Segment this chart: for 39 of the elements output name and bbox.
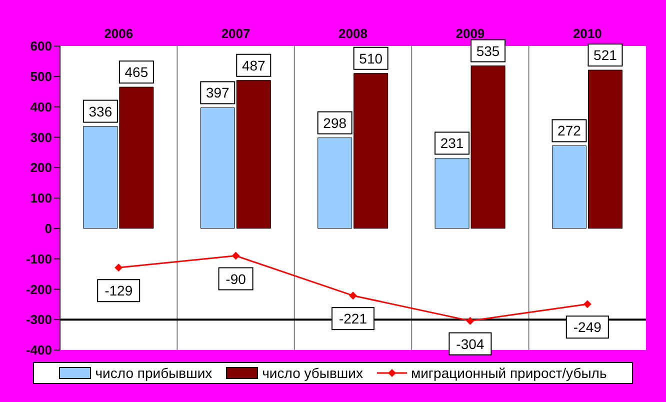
x-tick-label: 2008 [338, 26, 368, 41]
y-tick-label: -200 [26, 282, 52, 297]
data-label: -129 [104, 282, 133, 299]
data-label: 298 [323, 114, 347, 131]
data-label: 521 [594, 47, 618, 64]
data-label: 336 [88, 103, 112, 120]
x-tick-label: 2007 [221, 26, 250, 41]
data-label: 487 [242, 57, 266, 74]
data-label: -221 [338, 310, 368, 327]
data-label: -249 [573, 319, 602, 336]
y-tick-label: -400 [26, 342, 52, 358]
y-tick-label: -300 [26, 312, 52, 328]
data-label: -304 [456, 336, 484, 352]
legend-label: число убывших [262, 365, 363, 381]
point [466, 316, 474, 325]
x-tick-label: 2006 [104, 26, 134, 41]
y-tick-label: 400 [30, 99, 52, 114]
data-label: 510 [359, 50, 383, 66]
x-tick-label: 2009 [456, 26, 485, 41]
y-tick-label: 0 [44, 221, 52, 236]
y-tick-label: 100 [30, 190, 52, 206]
y-tick-label: -100 [26, 251, 52, 266]
data-label: 397 [206, 84, 230, 101]
legend-label: число прибывших [95, 365, 212, 381]
data-label: -90 [226, 270, 246, 287]
data-label: 272 [558, 122, 582, 139]
x-tick-label: 2010 [572, 26, 602, 41]
y-tick-label: 600 [30, 38, 52, 54]
y-tick-label: 200 [30, 160, 52, 176]
data-label: 231 [440, 135, 464, 152]
point [114, 264, 123, 272]
point [349, 292, 357, 300]
data-label: 535 [476, 42, 500, 59]
y-tick-label: 300 [30, 130, 52, 145]
legend-label: миграционный прирост/убыль [410, 365, 607, 381]
data-label: 465 [124, 64, 148, 80]
y-tick-label: 500 [30, 69, 52, 84]
point [583, 300, 592, 308]
point [232, 252, 240, 260]
